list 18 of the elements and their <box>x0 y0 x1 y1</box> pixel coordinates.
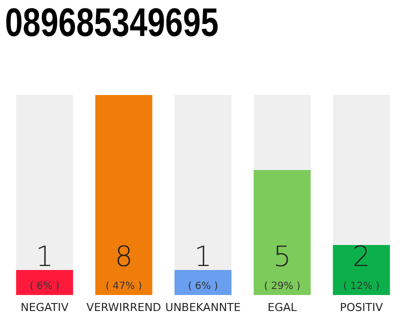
annotation: ( 6% ) <box>188 281 218 292</box>
x-tick-label: POSITIV <box>340 300 384 314</box>
bar <box>174 270 232 295</box>
data-label: 1 <box>194 240 212 273</box>
annotation: ( 12% ) <box>343 281 380 292</box>
x-tick-label: EGAL <box>268 300 298 314</box>
x-tick-label: VERWIRREND <box>86 300 162 314</box>
data-label: 5 <box>273 240 292 273</box>
data-label: 1 <box>36 240 54 273</box>
chart-title: 089685349695 <box>5 0 219 46</box>
bar <box>16 270 74 295</box>
x-tick-label: NEGATIV <box>20 300 69 314</box>
annotation: ( 47% ) <box>106 281 142 292</box>
data-label: 2 <box>352 240 370 273</box>
annotation: ( 6% ) <box>30 281 60 292</box>
annotation: ( 29% ) <box>264 281 300 292</box>
x-tick-label: UNBEKANNTE <box>165 300 241 314</box>
data-label: 8 <box>114 240 133 273</box>
